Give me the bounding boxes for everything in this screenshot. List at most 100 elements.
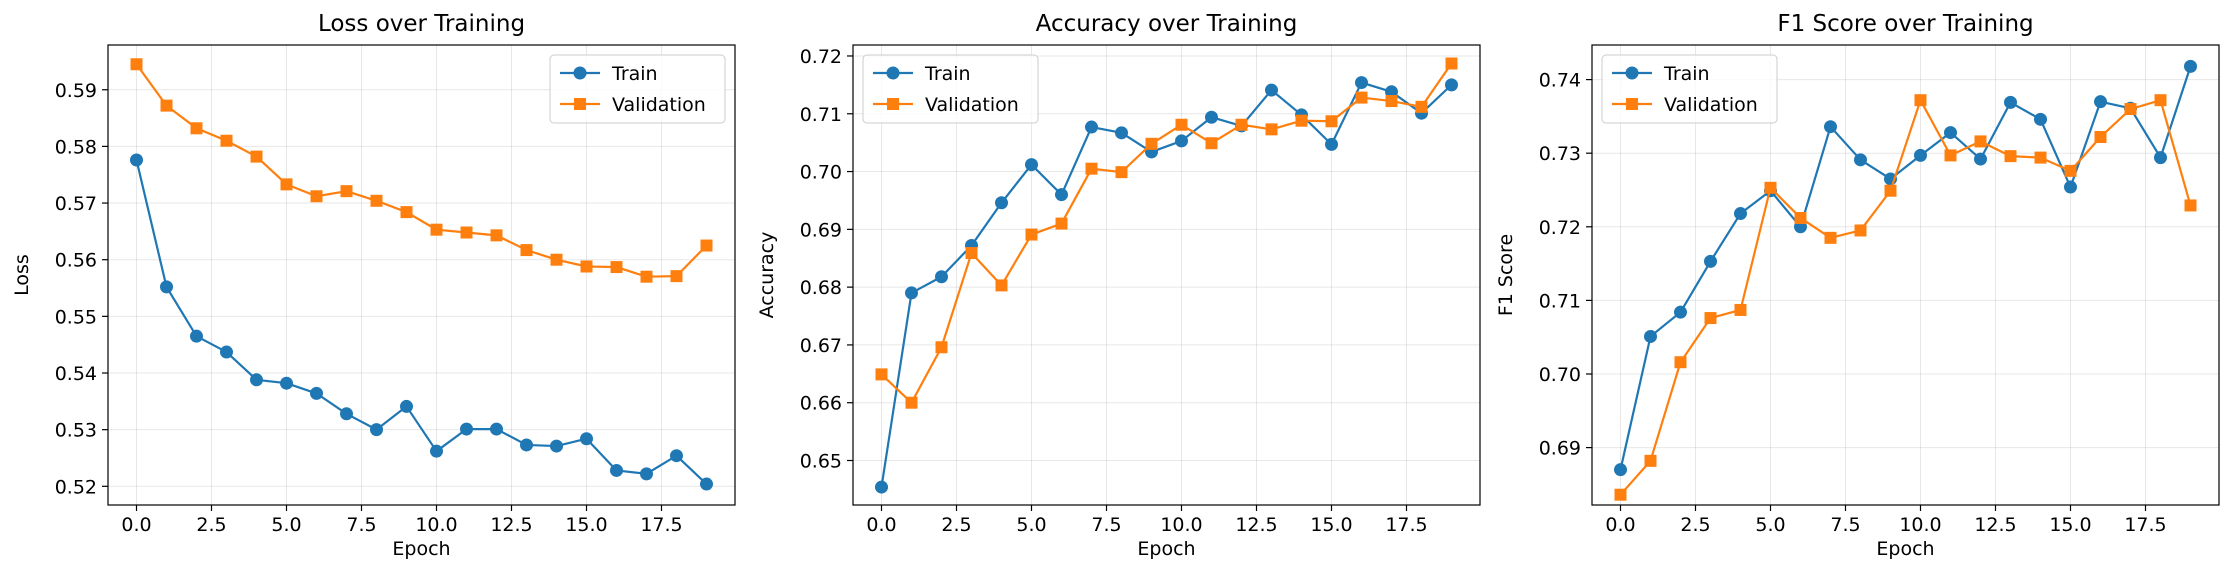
accuracy-x-tick-label: 12.5 [1235,514,1277,536]
accuracy-validation-point [1385,95,1398,108]
f1-score-y-tick-label: 0.73 [1539,143,1581,165]
loss-train-point [280,376,293,390]
accuracy-plot-frame [852,44,1481,506]
accuracy-validation-point [905,396,918,409]
f1-score-train-point [2094,95,2107,109]
accuracy-train-point [1025,158,1038,172]
f1-score-validation-point [2184,199,2197,212]
loss-validation-point [250,150,263,163]
f1-score-validation-point [1704,312,1717,325]
f1-score-train-point [2064,180,2077,194]
f1-score-x-tick-label: 17.5 [2124,514,2166,536]
f1-score-train-point [1614,463,1627,477]
loss-train-point [550,439,563,453]
f1-score-train-point [1974,152,1987,166]
f1-score-validation-point [2034,151,2047,164]
accuracy-chart-panel: 0.0 2.5 5.0 7.5 10.0 12.5 15.0 17.5 0.65 0.66 0.67… [756,11,1481,560]
accuracy-train-point [1175,134,1188,148]
f1-score-validation-point [1914,94,1927,107]
f1-score-train-point [2004,95,2017,109]
loss-validation-point [160,99,173,112]
accuracy-train-point [875,480,888,494]
loss-train-point [700,477,713,491]
f1-score-x-tick-label: 2.5 [1680,514,1710,536]
f1-score-validation-point [1974,135,1987,148]
f1-score-y-tick-label: 0.72 [1539,217,1581,239]
loss-x-tick-label: 12.5 [490,514,532,536]
f1-score-y-tick-label: 0.71 [1539,290,1581,312]
f1-score-validation-point [1794,211,1807,224]
f1-score-train-point [1914,148,1927,162]
loss-validation-point [430,223,443,236]
loss-x-tick-label: 17.5 [640,514,682,536]
f1-score-legend-validation-swatch-marker [1626,98,1638,110]
accuracy-validation-point [1175,118,1188,131]
accuracy-y-tick-label: 0.68 [800,277,842,299]
f1-score-train-point [2034,112,2047,126]
f1-score-train-point [1944,126,1957,140]
accuracy-x-axis-label: Epoch [1137,538,1195,560]
accuracy-validation-point [1355,91,1368,104]
loss-x-tick-label: 5.0 [271,514,301,536]
loss-validation-point [400,206,413,219]
loss-validation-point [340,185,353,198]
accuracy-x-tick-label: 17.5 [1385,514,1427,536]
accuracy-x-tick-label: 15.0 [1310,514,1352,536]
f1-score-validation-line [1619,99,2192,496]
f1-score-validation-point [2004,150,2017,163]
accuracy-train-point [1055,188,1068,202]
loss-chart-title: Loss over Training [318,11,525,37]
accuracy-y-tick-label: 0.67 [800,335,842,357]
loss-validation-point [580,260,593,273]
loss-x-tick-label: 15.0 [565,514,607,536]
f1-score-y-tick-label: 0.74 [1539,70,1581,92]
loss-legend-validation-swatch-marker [574,98,586,110]
f1-score-validation-point [1734,303,1747,316]
f1-score-train-point [1824,120,1837,134]
loss-train-point [430,444,443,458]
accuracy-train-point [1115,126,1128,140]
f1-score-legend: Train Validation [1601,54,1778,124]
loss-train-point [310,386,323,400]
loss-validation-point [550,253,563,266]
loss-y-tick-label: 0.52 [55,476,97,498]
f1-score-x-tick-label: 5.0 [1755,514,1785,536]
f1-score-validation-point [2124,103,2137,116]
loss-y-tick-label: 0.57 [55,193,97,215]
accuracy-x-tick-label: 5.0 [1016,514,1046,536]
f1-score-x-tick-label: 15.0 [2049,514,2091,536]
accuracy-validation-point [1205,137,1218,150]
f1-score-train-point [1644,329,1657,343]
loss-legend-train-label: Train [611,63,658,85]
loss-validation-point [670,270,683,283]
f1-score-train-point [1734,207,1747,221]
accuracy-validation-point [1445,57,1458,70]
loss-train-point [490,422,503,436]
accuracy-legend-train-label: Train [924,63,971,85]
loss-train-point [340,407,353,421]
loss-x-tick-label: 0.0 [121,514,151,536]
accuracy-validation-point [935,341,948,354]
accuracy-y-axis-label: Accuracy [756,232,778,319]
accuracy-train-point [905,286,918,300]
f1-score-train-line [1619,66,2192,470]
loss-train-point [460,422,473,436]
f1-score-train-point [2154,151,2167,165]
accuracy-y-tick-label: 0.66 [800,393,842,415]
loss-y-axis-label: Loss [11,254,33,296]
loss-train-point [190,329,203,343]
f1-score-y-tick-label: 0.69 [1539,438,1581,460]
loss-validation-point [130,58,143,71]
loss-validation-point [610,261,623,274]
loss-validation-point [700,239,713,252]
f1-score-legend-train-label: Train [1663,63,1710,85]
f1-score-y-axis-label: F1 Score [1495,234,1517,316]
loss-train-point [130,153,143,167]
accuracy-train-point [1355,76,1368,90]
f1-score-x-tick-label: 0.0 [1605,514,1635,536]
loss-validation-point [520,244,533,257]
accuracy-train-point [1325,137,1338,151]
accuracy-validation-point [1235,118,1248,131]
loss-y-tick-label: 0.55 [55,306,97,328]
f1-score-plot-frame [1591,44,2220,506]
